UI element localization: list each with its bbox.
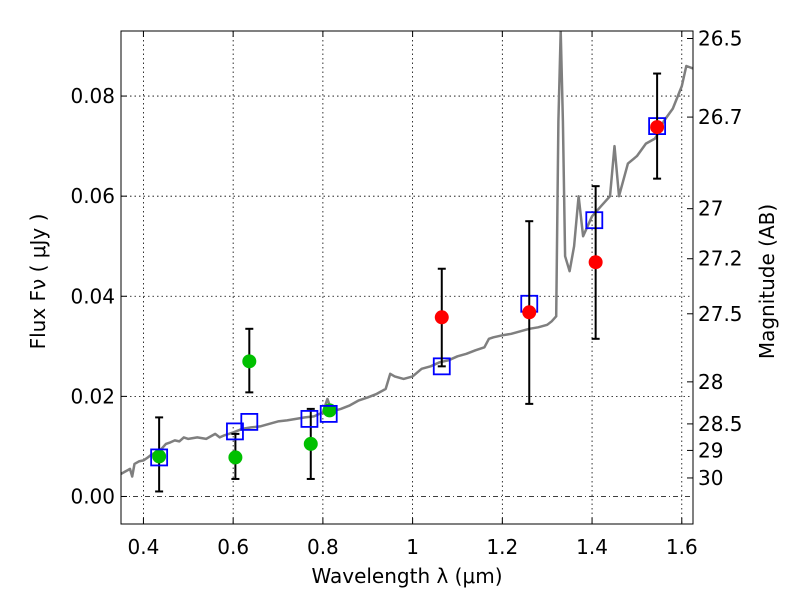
y-tick-label: 0.06	[70, 184, 115, 208]
mag-tick-label: 30	[698, 466, 723, 490]
mag-tick-label: 27.5	[698, 302, 743, 326]
y-tick-label: 0.08	[70, 84, 115, 108]
model-square	[319, 404, 338, 423]
x-tick-label: 0.6	[217, 535, 249, 559]
plot-content	[121, 31, 693, 493]
mag-tick-label: 27	[698, 197, 723, 221]
plot-frame	[120, 30, 694, 525]
axis-ticks: 0.4 0.6 0.8 1 1.2 1.4 1.6 0.00 0.02 0.04 0.06 0.08 2…	[70, 27, 742, 559]
model-square	[226, 422, 244, 441]
x-tick-label: 1.2	[486, 535, 518, 559]
x-tick-label: 1	[406, 535, 419, 559]
detection-point	[522, 305, 537, 320]
detection-point	[434, 310, 449, 325]
model-square	[150, 448, 169, 467]
mag-tick-label: 27.2	[698, 247, 743, 271]
model-square	[300, 409, 319, 428]
detection-point	[588, 255, 603, 270]
optical-point	[228, 450, 243, 465]
optical-point	[242, 354, 257, 369]
gridlines	[121, 31, 693, 524]
mag-tick-label: 28	[698, 370, 723, 394]
mag-tick-label: 26.5	[698, 27, 743, 51]
x-tick-label: 1.6	[666, 535, 698, 559]
x-tick-label: 0.8	[307, 535, 339, 559]
model-square	[240, 412, 259, 431]
y-tick-label: 0.02	[70, 384, 115, 408]
optical-point	[152, 449, 167, 464]
plot-area	[121, 31, 693, 493]
x-tick-label: 1.4	[576, 535, 608, 559]
x-axis-title: Wavelength λ (μm)	[311, 564, 502, 588]
y-tick-label: 0.04	[70, 284, 115, 308]
right-axis-title: Magnitude (AB)	[755, 204, 779, 359]
optical-point	[322, 403, 337, 418]
mag-tick-label: 26.7	[698, 105, 743, 129]
y-axis-title: Flux Fν ( μJy )	[26, 214, 50, 350]
y-tick-label: 0.00	[70, 484, 115, 508]
model-square	[585, 211, 604, 230]
mag-tick-label: 28.5	[698, 412, 743, 436]
x-tick-label: 0.4	[128, 535, 160, 559]
mag-tick-label: 29	[698, 438, 723, 462]
spectrum-line	[121, 31, 693, 478]
detection-point	[650, 120, 665, 135]
optical-point	[303, 436, 318, 451]
